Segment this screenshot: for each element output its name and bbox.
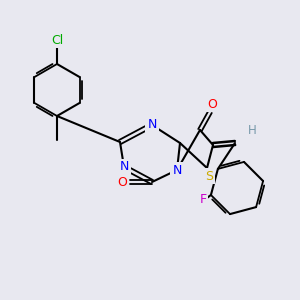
Text: N: N	[119, 160, 129, 173]
Text: Cl: Cl	[51, 34, 63, 46]
Text: H: H	[248, 124, 256, 137]
Text: N: N	[172, 164, 182, 176]
Text: F: F	[200, 194, 206, 206]
Text: O: O	[117, 176, 127, 188]
Text: S: S	[205, 169, 213, 182]
Text: O: O	[207, 98, 217, 110]
Text: N: N	[147, 118, 157, 131]
